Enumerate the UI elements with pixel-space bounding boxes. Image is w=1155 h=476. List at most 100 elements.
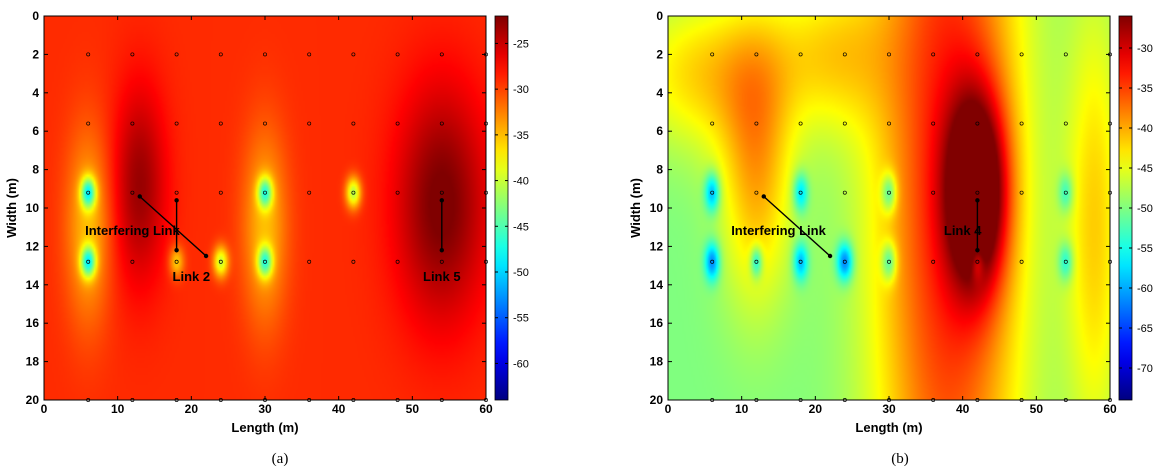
heatmap-image — [44, 16, 486, 400]
sensor-marker — [798, 190, 803, 195]
x-tick-label: 60 — [1103, 402, 1117, 416]
sensor-marker — [439, 52, 444, 57]
panel-caption: (a) — [272, 451, 289, 467]
sensor-marker — [975, 121, 980, 126]
sensor-marker — [798, 259, 803, 264]
sensor-marker — [754, 52, 759, 57]
x-tick-label: 10 — [735, 402, 749, 416]
sensor-marker — [710, 52, 715, 57]
colorbar-tick-label: -30 — [1137, 43, 1153, 55]
sensor-marker — [754, 121, 759, 126]
colorbar-tick-label: -30 — [513, 84, 529, 96]
sensor-marker — [307, 52, 312, 57]
sensor-marker — [1063, 190, 1068, 195]
sensor-marker — [218, 259, 223, 264]
sensor-marker — [975, 190, 980, 195]
sensor-marker — [130, 259, 135, 264]
y-tick-label: 18 — [26, 355, 40, 369]
y-tick-label: 12 — [26, 239, 40, 253]
sensor-marker — [218, 52, 223, 57]
sensor-marker — [174, 52, 179, 57]
link-line — [763, 195, 831, 257]
sensor-marker — [887, 190, 891, 195]
sensor-marker — [842, 52, 847, 57]
sensor-marker — [351, 190, 356, 195]
sensor-marker — [395, 259, 400, 264]
sensor-marker — [1019, 52, 1024, 57]
y-tick-label: 0 — [656, 9, 663, 23]
sensor-marker — [86, 52, 91, 57]
link-label: Interfering Link — [731, 223, 826, 238]
link-endpoint — [975, 248, 980, 253]
sensor-marker — [86, 259, 91, 264]
x-axis-title: Length (m) — [231, 420, 298, 435]
link-endpoint — [174, 198, 179, 203]
sensor-marker — [86, 121, 91, 126]
sensor-marker — [1063, 121, 1068, 126]
sensor-marker — [307, 121, 312, 126]
sensor-marker — [1063, 52, 1068, 57]
link-label: Link 5 — [423, 269, 461, 284]
y-tick-label: 10 — [650, 201, 664, 215]
sensor-marker — [439, 121, 444, 126]
sensor-marker — [887, 121, 891, 126]
link-label: Link 2 — [173, 269, 211, 284]
y-tick-label: 8 — [32, 163, 39, 177]
x-axis-title: Length (m) — [855, 420, 922, 435]
sensor-marker — [931, 190, 936, 195]
x-tick-label: 0 — [41, 402, 48, 416]
y-tick-label: 2 — [32, 47, 39, 61]
y-tick-label: 8 — [656, 163, 663, 177]
sensor-marker — [887, 52, 891, 57]
link-endpoint — [203, 253, 209, 259]
x-tick-label: 10 — [111, 402, 125, 416]
x-tick-label: 0 — [665, 402, 672, 416]
sensor-marker — [754, 190, 759, 195]
y-tick-label: 14 — [650, 278, 664, 292]
sensor-marker — [842, 190, 847, 195]
sensor-marker — [887, 259, 891, 264]
sensor-marker — [351, 259, 356, 264]
sensor-marker — [975, 52, 980, 57]
link-endpoint — [439, 198, 444, 203]
y-tick-label: 12 — [650, 239, 664, 253]
x-tick-label: 40 — [956, 402, 970, 416]
heatmap-image — [668, 16, 1110, 400]
y-tick-label: 20 — [650, 393, 664, 407]
y-tick-label: 4 — [32, 86, 39, 100]
sensor-marker — [975, 259, 980, 264]
link-label: Link 4 — [944, 223, 982, 238]
y-tick-label: 6 — [656, 124, 663, 138]
sensor-marker — [754, 259, 759, 264]
y-axis-title: Width (m) — [4, 178, 19, 238]
sensor-marker — [395, 121, 400, 126]
y-tick-label: 2 — [656, 47, 663, 61]
y-tick-label: 0 — [32, 9, 39, 23]
sensor-marker — [174, 190, 179, 195]
x-tick-label: 30 — [258, 402, 272, 416]
x-tick-label: 50 — [1030, 402, 1044, 416]
y-tick-label: 10 — [26, 201, 40, 215]
sensor-marker — [307, 190, 312, 195]
link-endpoint — [761, 194, 766, 199]
colorbar-tick-label: -60 — [1137, 283, 1153, 295]
colorbar-tick-label: -70 — [1137, 363, 1153, 375]
y-tick-label: 16 — [26, 316, 40, 330]
link-endpoint — [137, 194, 142, 199]
y-tick-label: 4 — [656, 86, 663, 100]
heatmap-panel-2: 0 10 20 30 40 50 60 0 2 4 6 8 10 12 14 16 18 20 Length (m)… — [628, 9, 1153, 467]
sensor-marker — [931, 121, 936, 126]
sensor-marker — [931, 259, 936, 264]
y-axis-title: Width (m) — [628, 178, 643, 238]
sensor-marker — [130, 190, 135, 195]
sensor-marker — [307, 259, 312, 264]
colorbar — [494, 15, 509, 401]
link-endpoint — [975, 198, 980, 203]
y-tick-label: 18 — [650, 355, 664, 369]
sensor-marker — [395, 52, 400, 57]
sensor-marker — [842, 259, 847, 264]
panel-caption: (b) — [891, 451, 909, 467]
sensor-marker — [174, 121, 179, 126]
colorbar-tick-label: -55 — [513, 313, 529, 325]
